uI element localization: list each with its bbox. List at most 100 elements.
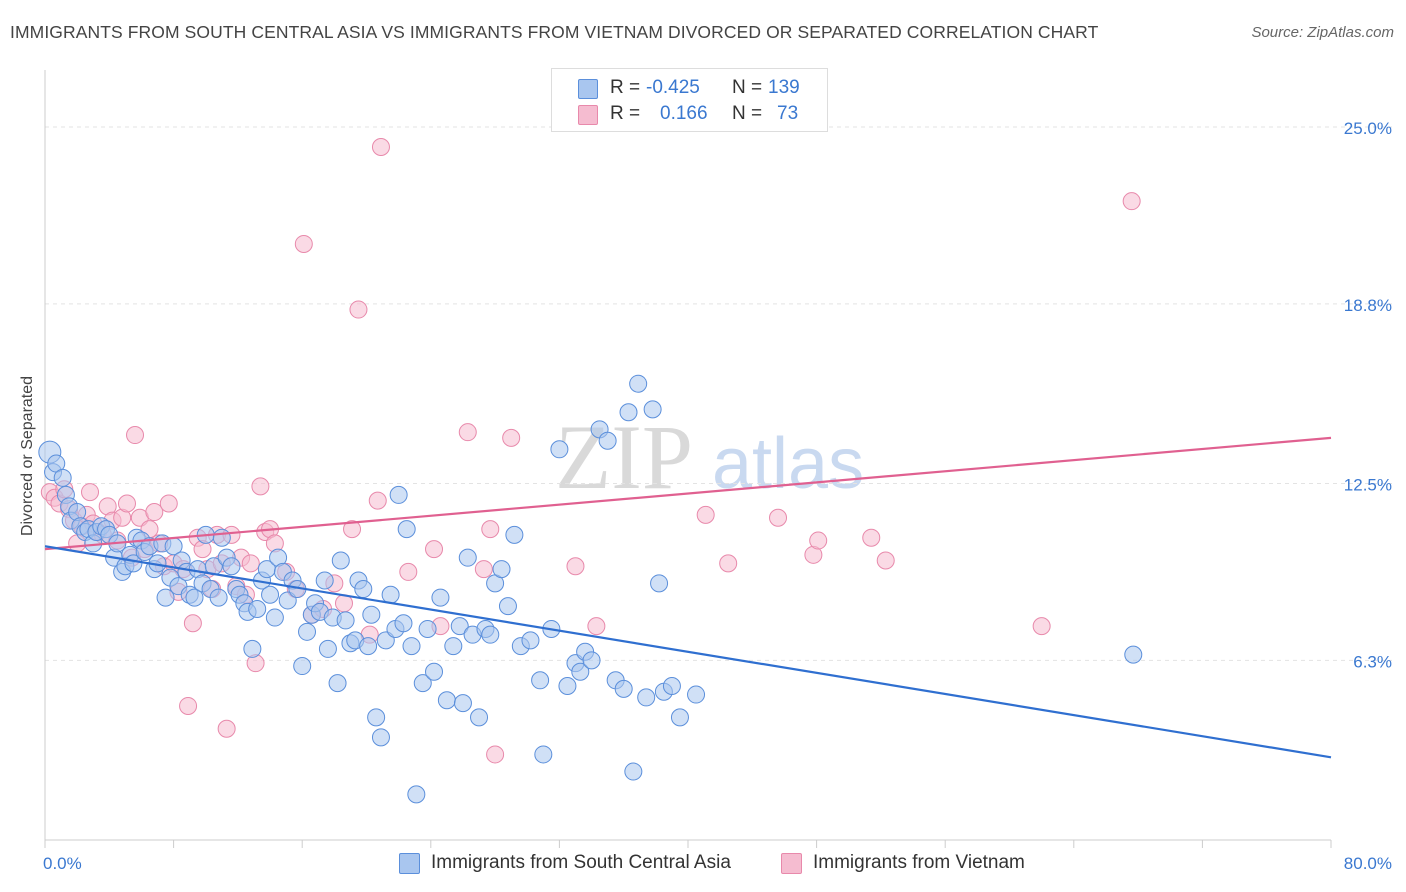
south-central-asia-point bbox=[293, 657, 312, 676]
south-central-asia-point bbox=[453, 694, 472, 713]
y-tick-label: 25.0% bbox=[1344, 119, 1392, 138]
vietnam-point bbox=[474, 560, 493, 579]
legend-swatch-blue bbox=[578, 79, 598, 99]
south-central-asia-point bbox=[582, 651, 601, 670]
south-central-asia-point bbox=[492, 560, 511, 579]
legend-r-value: -0.425 bbox=[646, 77, 700, 98]
south-central-asia-point bbox=[598, 431, 617, 450]
south-central-asia-point bbox=[389, 485, 408, 504]
vietnam-point bbox=[183, 614, 202, 633]
legend-swatch-blue bbox=[399, 853, 420, 874]
vietnam-trend-line bbox=[44, 436, 1332, 551]
south-central-asia-point bbox=[413, 674, 432, 693]
south-central-asia-point bbox=[156, 588, 175, 607]
vietnam-point bbox=[217, 719, 236, 738]
vietnam-point bbox=[126, 426, 145, 445]
x-tick-label: 80.0% bbox=[1344, 854, 1392, 873]
legend-row-vietnam: R = 0.166 N = 73 bbox=[552, 101, 827, 127]
legend-r-value: 0.166 bbox=[660, 103, 708, 124]
chart-source: Source: ZipAtlas.com bbox=[1251, 24, 1394, 41]
south-central-asia-point bbox=[371, 728, 390, 747]
vietnam-point bbox=[587, 617, 606, 636]
vietnam-point bbox=[566, 557, 585, 576]
south-central-asia-point bbox=[402, 637, 421, 656]
south-central-asia-point bbox=[362, 605, 381, 624]
vietnam-point bbox=[425, 540, 444, 559]
vietnam-point bbox=[1032, 617, 1051, 636]
legend-swatch-pink bbox=[578, 105, 598, 125]
south-central-asia-point bbox=[629, 374, 648, 393]
south-central-asia-point bbox=[558, 677, 577, 695]
south-central-asia-point bbox=[614, 679, 633, 698]
south-central-asia-point bbox=[265, 608, 284, 627]
south-central-asia-points bbox=[38, 374, 1143, 804]
south-central-asia-point bbox=[209, 588, 228, 607]
vietnam-point bbox=[368, 491, 387, 510]
south-central-asia-point bbox=[318, 639, 337, 658]
vietnam-point bbox=[179, 696, 198, 715]
south-central-asia-point bbox=[248, 600, 267, 618]
legend-label: Immigrants from South Central Asia bbox=[431, 852, 731, 873]
south-central-asia-point bbox=[637, 688, 656, 707]
south-central-asia-point bbox=[550, 440, 569, 459]
legend-n-label: N = bbox=[732, 103, 763, 124]
south-central-asia-point bbox=[624, 762, 643, 781]
south-central-asia-point bbox=[407, 785, 426, 804]
south-central-asia-point bbox=[222, 557, 241, 576]
vietnam-point bbox=[696, 505, 715, 524]
legend-r-label: R = bbox=[610, 77, 641, 98]
vietnam-point bbox=[81, 483, 100, 502]
south-central-asia-point bbox=[315, 571, 334, 590]
south-central-asia-point bbox=[243, 639, 262, 658]
y-tick-label: 12.5% bbox=[1344, 476, 1392, 495]
vietnam-point bbox=[486, 745, 505, 764]
south-central-asia-point bbox=[354, 580, 373, 599]
tick-labels: 6.3% 12.5% 18.8% 25.0% 0.0% 80.0% bbox=[43, 119, 1392, 873]
vietnam-point bbox=[349, 300, 368, 319]
south-central-asia-point bbox=[534, 745, 553, 764]
south-central-asia-point bbox=[185, 588, 204, 607]
vietnam-point bbox=[502, 428, 521, 447]
vietnam-point bbox=[481, 520, 500, 539]
y-tick-label: 6.3% bbox=[1353, 652, 1392, 671]
south-central-asia-point bbox=[687, 685, 706, 704]
south-central-asia-point bbox=[418, 619, 437, 638]
south-central-asia-point bbox=[212, 528, 231, 547]
vietnam-point bbox=[876, 551, 895, 570]
south-central-asia-point bbox=[498, 597, 517, 616]
y-tick-label: 18.8% bbox=[1344, 296, 1392, 315]
south-central-asia-trend-line bbox=[44, 545, 1332, 759]
south-central-asia-point bbox=[261, 585, 280, 604]
south-central-asia-point bbox=[531, 671, 550, 690]
trend-lines bbox=[44, 436, 1332, 759]
south-central-asia-point bbox=[397, 520, 416, 539]
watermark-atlas: atlas bbox=[712, 424, 864, 504]
south-central-asia-point bbox=[437, 691, 456, 710]
legend-swatch-pink bbox=[781, 853, 802, 874]
vietnam-point bbox=[719, 554, 738, 573]
vietnam-point bbox=[117, 494, 136, 513]
vietnam-point bbox=[241, 554, 260, 573]
vietnam-point bbox=[458, 423, 477, 442]
south-central-asia-point bbox=[521, 631, 540, 650]
chart-title: IMMIGRANTS FROM SOUTH CENTRAL ASIA VS IM… bbox=[10, 22, 1099, 42]
south-central-asia-point bbox=[381, 585, 400, 604]
south-central-asia-point bbox=[425, 662, 444, 681]
vietnam-point bbox=[371, 138, 390, 156]
south-central-asia-point bbox=[643, 400, 662, 419]
south-central-asia-point bbox=[470, 708, 489, 727]
vietnam-point bbox=[862, 528, 881, 547]
legend-n-value: 139 bbox=[768, 77, 800, 98]
legend-n-value: 73 bbox=[777, 103, 799, 124]
south-central-asia-point bbox=[619, 403, 638, 422]
south-central-asia-point bbox=[505, 525, 524, 544]
south-central-asia-point bbox=[394, 614, 413, 633]
vietnam-point bbox=[159, 494, 178, 513]
watermark-zip: ZIP bbox=[555, 406, 693, 508]
vietnam-point bbox=[343, 520, 362, 539]
correlation-legend: R = -0.425 N = 139 R = 0.166 N = 73 bbox=[551, 68, 828, 132]
south-central-asia-point bbox=[328, 674, 347, 693]
south-central-asia-point bbox=[331, 551, 350, 570]
legend-label: Immigrants from Vietnam bbox=[813, 852, 1025, 873]
